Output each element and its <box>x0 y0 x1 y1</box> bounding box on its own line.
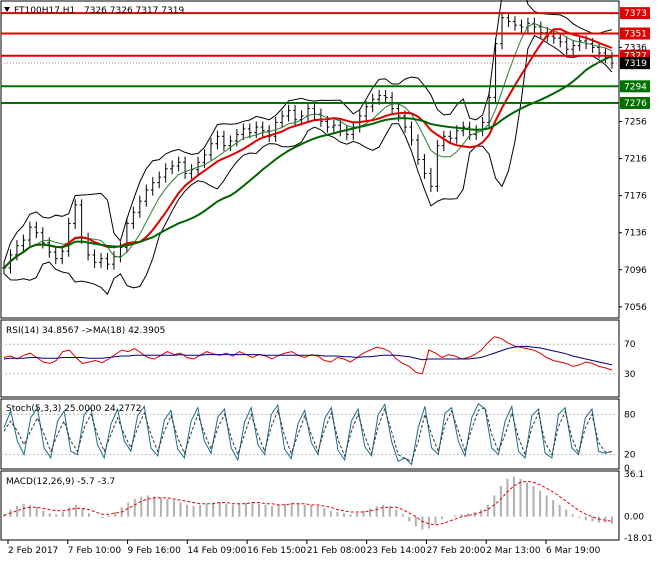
middle-band-line <box>3 23 613 269</box>
lower-band-line <box>3 35 613 296</box>
stoch-panel-frame <box>0 398 620 470</box>
level-label-box <box>620 7 650 20</box>
y-tick-label: 7056 <box>624 303 647 313</box>
stoch-main-line <box>3 402 613 466</box>
x-tick-label: 7 Feb 10:00 <box>68 546 122 556</box>
dropdown-triangle-icon[interactable] <box>4 7 10 12</box>
x-tick-label: 6 Mar 19:00 <box>546 546 601 556</box>
x-tick-label: 21 Feb 08:00 <box>307 546 366 556</box>
macd-plot <box>3 476 613 530</box>
rsi-label: RSI(14) 34.8567 ->MA(18) 42.3905 <box>6 326 165 336</box>
x-tick-label: 2 Feb 2017 <box>8 546 58 556</box>
price-plot <box>1 0 619 296</box>
rsi-tick-label: 70 <box>624 340 636 350</box>
y-tick-label: 7136 <box>624 229 647 239</box>
rsi-line <box>3 336 613 375</box>
stoch-label: Stoch(5,3,3) 25.0000 24.2772 <box>6 404 141 414</box>
y-tick-label: 7096 <box>624 266 647 276</box>
current-price-box <box>620 57 650 70</box>
rsi-tick-label: 30 <box>624 370 636 380</box>
x-tick-label: 23 Feb 14:00 <box>367 546 426 556</box>
chart-title: FT100H17,H1 <box>14 6 75 16</box>
level-label-box <box>620 96 650 109</box>
ma-slow-line <box>3 55 613 269</box>
level-label: 7351 <box>624 30 647 40</box>
macd-signal-line <box>3 480 613 526</box>
macd-label: MACD(12,26,9) -5.7 -3.7 <box>6 477 115 487</box>
level-label: 7294 <box>624 82 647 92</box>
stoch-signal-line <box>3 407 612 462</box>
stoch-tick-label: 20 <box>624 451 636 461</box>
stoch-plot <box>1 402 619 466</box>
y-tick-label: 7256 <box>624 118 647 128</box>
level-label: 7327 <box>624 52 647 62</box>
ohlc-values: 7326 7326 7317 7319 <box>84 6 184 16</box>
stoch-tick-label: 80 <box>624 410 636 420</box>
x-tick-label: 16 Feb 15:00 <box>247 546 306 556</box>
x-tick-label: 27 Feb 20:00 <box>426 546 485 556</box>
rsi-ma-line <box>3 345 613 366</box>
rsi-plot <box>1 336 619 375</box>
current-price-label: 7319 <box>624 59 647 69</box>
level-label-box <box>620 27 650 40</box>
price-panel-frame <box>0 0 620 319</box>
y-tick-label: 7176 <box>624 192 647 202</box>
rsi-panel-frame <box>0 319 620 398</box>
axes: 7373 7351 7327 7294 7276 7319 7056 7096 7136 7176… <box>7 7 653 556</box>
macd-tick-label: 36.1 <box>624 470 644 480</box>
level-label: 7276 <box>624 99 647 109</box>
x-tick-label: 9 Feb 16:00 <box>128 546 182 556</box>
upper-band-line <box>3 0 613 263</box>
ma-fast-line <box>3 28 613 269</box>
level-label: 7373 <box>624 9 647 19</box>
macd-tick-label: 0.00 <box>624 513 644 523</box>
y-tick-label: 7216 <box>624 155 647 165</box>
x-tick-label: 2 Mar 13:00 <box>486 546 541 556</box>
level-label-box <box>620 80 650 93</box>
macd-panel-frame <box>0 470 620 541</box>
macd-tick-label: -18.01 <box>624 534 653 544</box>
y-tick-label: 7336 <box>624 43 647 53</box>
x-tick-label: 14 Feb 09:00 <box>187 546 246 556</box>
stoch-tick-label: 0 <box>624 464 630 474</box>
